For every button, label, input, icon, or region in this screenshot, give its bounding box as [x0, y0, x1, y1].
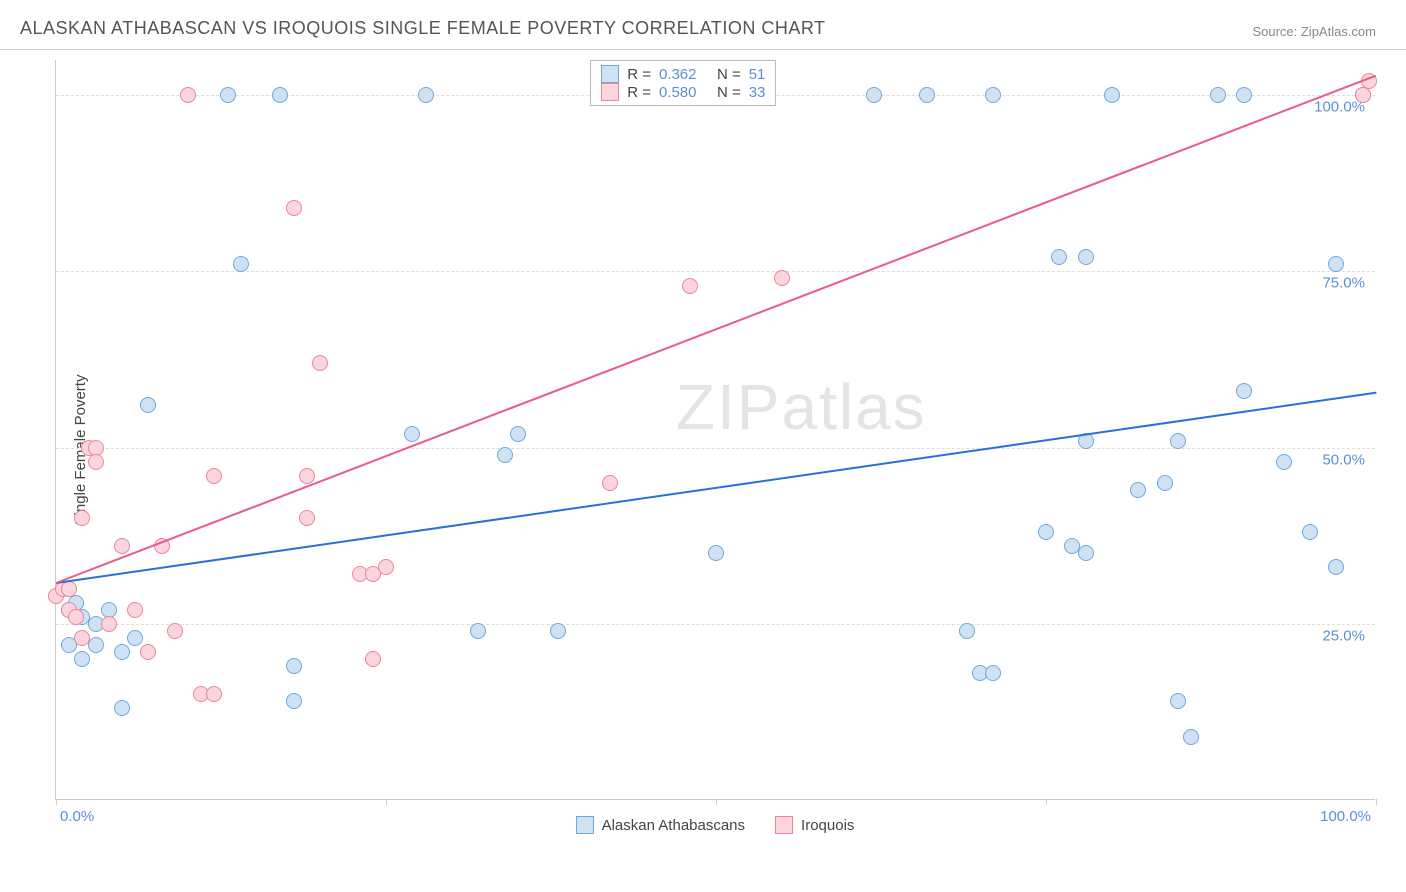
- scatter-point: [550, 623, 566, 639]
- scatter-point: [1104, 87, 1120, 103]
- scatter-point: [286, 693, 302, 709]
- scatter-point: [299, 468, 315, 484]
- scatter-point: [74, 510, 90, 526]
- legend-item: Alaskan Athabascans: [576, 816, 745, 834]
- scatter-point: [101, 616, 117, 632]
- scatter-point: [1051, 249, 1067, 265]
- scatter-point: [1236, 383, 1252, 399]
- chart-title: ALASKAN ATHABASCAN VS IROQUOIS SINGLE FE…: [20, 18, 826, 39]
- scatter-point: [1355, 87, 1371, 103]
- scatter-point: [286, 658, 302, 674]
- series-swatch: [775, 816, 793, 834]
- y-tick-label: 75.0%: [1322, 275, 1365, 292]
- scatter-point: [286, 200, 302, 216]
- scatter-point: [68, 609, 84, 625]
- stats-row: R =0.362N =51: [601, 65, 765, 83]
- x-tick: [56, 799, 57, 805]
- correlation-chart: Single Female Poverty ZIPatlas 25.0%50.0…: [55, 60, 1375, 840]
- scatter-point: [708, 545, 724, 561]
- scatter-point: [312, 355, 328, 371]
- gridline: [56, 271, 1375, 272]
- scatter-point: [418, 87, 434, 103]
- scatter-point: [127, 602, 143, 618]
- scatter-point: [985, 87, 1001, 103]
- scatter-point: [1078, 249, 1094, 265]
- legend-item: Iroquois: [775, 816, 854, 834]
- scatter-point: [88, 454, 104, 470]
- scatter-point: [774, 270, 790, 286]
- y-tick-label: 50.0%: [1322, 451, 1365, 468]
- series-swatch: [601, 65, 619, 83]
- scatter-point: [1183, 729, 1199, 745]
- x-tick: [716, 799, 717, 805]
- scatter-point: [140, 397, 156, 413]
- scatter-point: [206, 686, 222, 702]
- scatter-point: [919, 87, 935, 103]
- y-tick-label: 25.0%: [1322, 627, 1365, 644]
- scatter-point: [220, 87, 236, 103]
- scatter-point: [1328, 256, 1344, 272]
- stats-box: R =0.362N =51R =0.580N =33: [590, 60, 776, 106]
- watermark: ZIPatlas: [676, 370, 927, 444]
- scatter-point: [233, 256, 249, 272]
- x-tick: [386, 799, 387, 805]
- scatter-point: [1130, 482, 1146, 498]
- scatter-point: [1170, 433, 1186, 449]
- scatter-point: [1157, 475, 1173, 491]
- scatter-point: [272, 87, 288, 103]
- scatter-point: [404, 426, 420, 442]
- scatter-point: [1276, 454, 1292, 470]
- series-swatch: [601, 83, 619, 101]
- source-attribution: Source: ZipAtlas.com: [1252, 24, 1376, 39]
- trend-line: [56, 74, 1377, 583]
- scatter-point: [1078, 545, 1094, 561]
- scatter-point: [470, 623, 486, 639]
- scatter-point: [959, 623, 975, 639]
- legend: Alaskan Athabascans Iroquois: [55, 816, 1375, 834]
- scatter-point: [378, 559, 394, 575]
- scatter-point: [1302, 524, 1318, 540]
- scatter-point: [365, 651, 381, 667]
- stats-row: R =0.580N =33: [601, 83, 765, 101]
- scatter-point: [127, 630, 143, 646]
- x-tick: [1046, 799, 1047, 805]
- scatter-point: [61, 581, 77, 597]
- scatter-point: [1170, 693, 1186, 709]
- scatter-point: [602, 475, 618, 491]
- scatter-point: [114, 644, 130, 660]
- scatter-point: [299, 510, 315, 526]
- scatter-point: [985, 665, 1001, 681]
- scatter-point: [1328, 559, 1344, 575]
- scatter-point: [180, 87, 196, 103]
- scatter-point: [1236, 87, 1252, 103]
- scatter-point: [167, 623, 183, 639]
- plot-area: ZIPatlas 25.0%50.0%75.0%100.0%0.0%100.0%…: [55, 60, 1375, 800]
- scatter-point: [114, 538, 130, 554]
- scatter-point: [114, 700, 130, 716]
- scatter-point: [1038, 524, 1054, 540]
- scatter-point: [74, 651, 90, 667]
- scatter-point: [1210, 87, 1226, 103]
- scatter-point: [497, 447, 513, 463]
- gridline: [56, 624, 1375, 625]
- scatter-point: [866, 87, 882, 103]
- scatter-point: [140, 644, 156, 660]
- x-tick: [1376, 799, 1377, 805]
- scatter-point: [510, 426, 526, 442]
- scatter-point: [682, 278, 698, 294]
- series-swatch: [576, 816, 594, 834]
- scatter-point: [206, 468, 222, 484]
- scatter-point: [74, 630, 90, 646]
